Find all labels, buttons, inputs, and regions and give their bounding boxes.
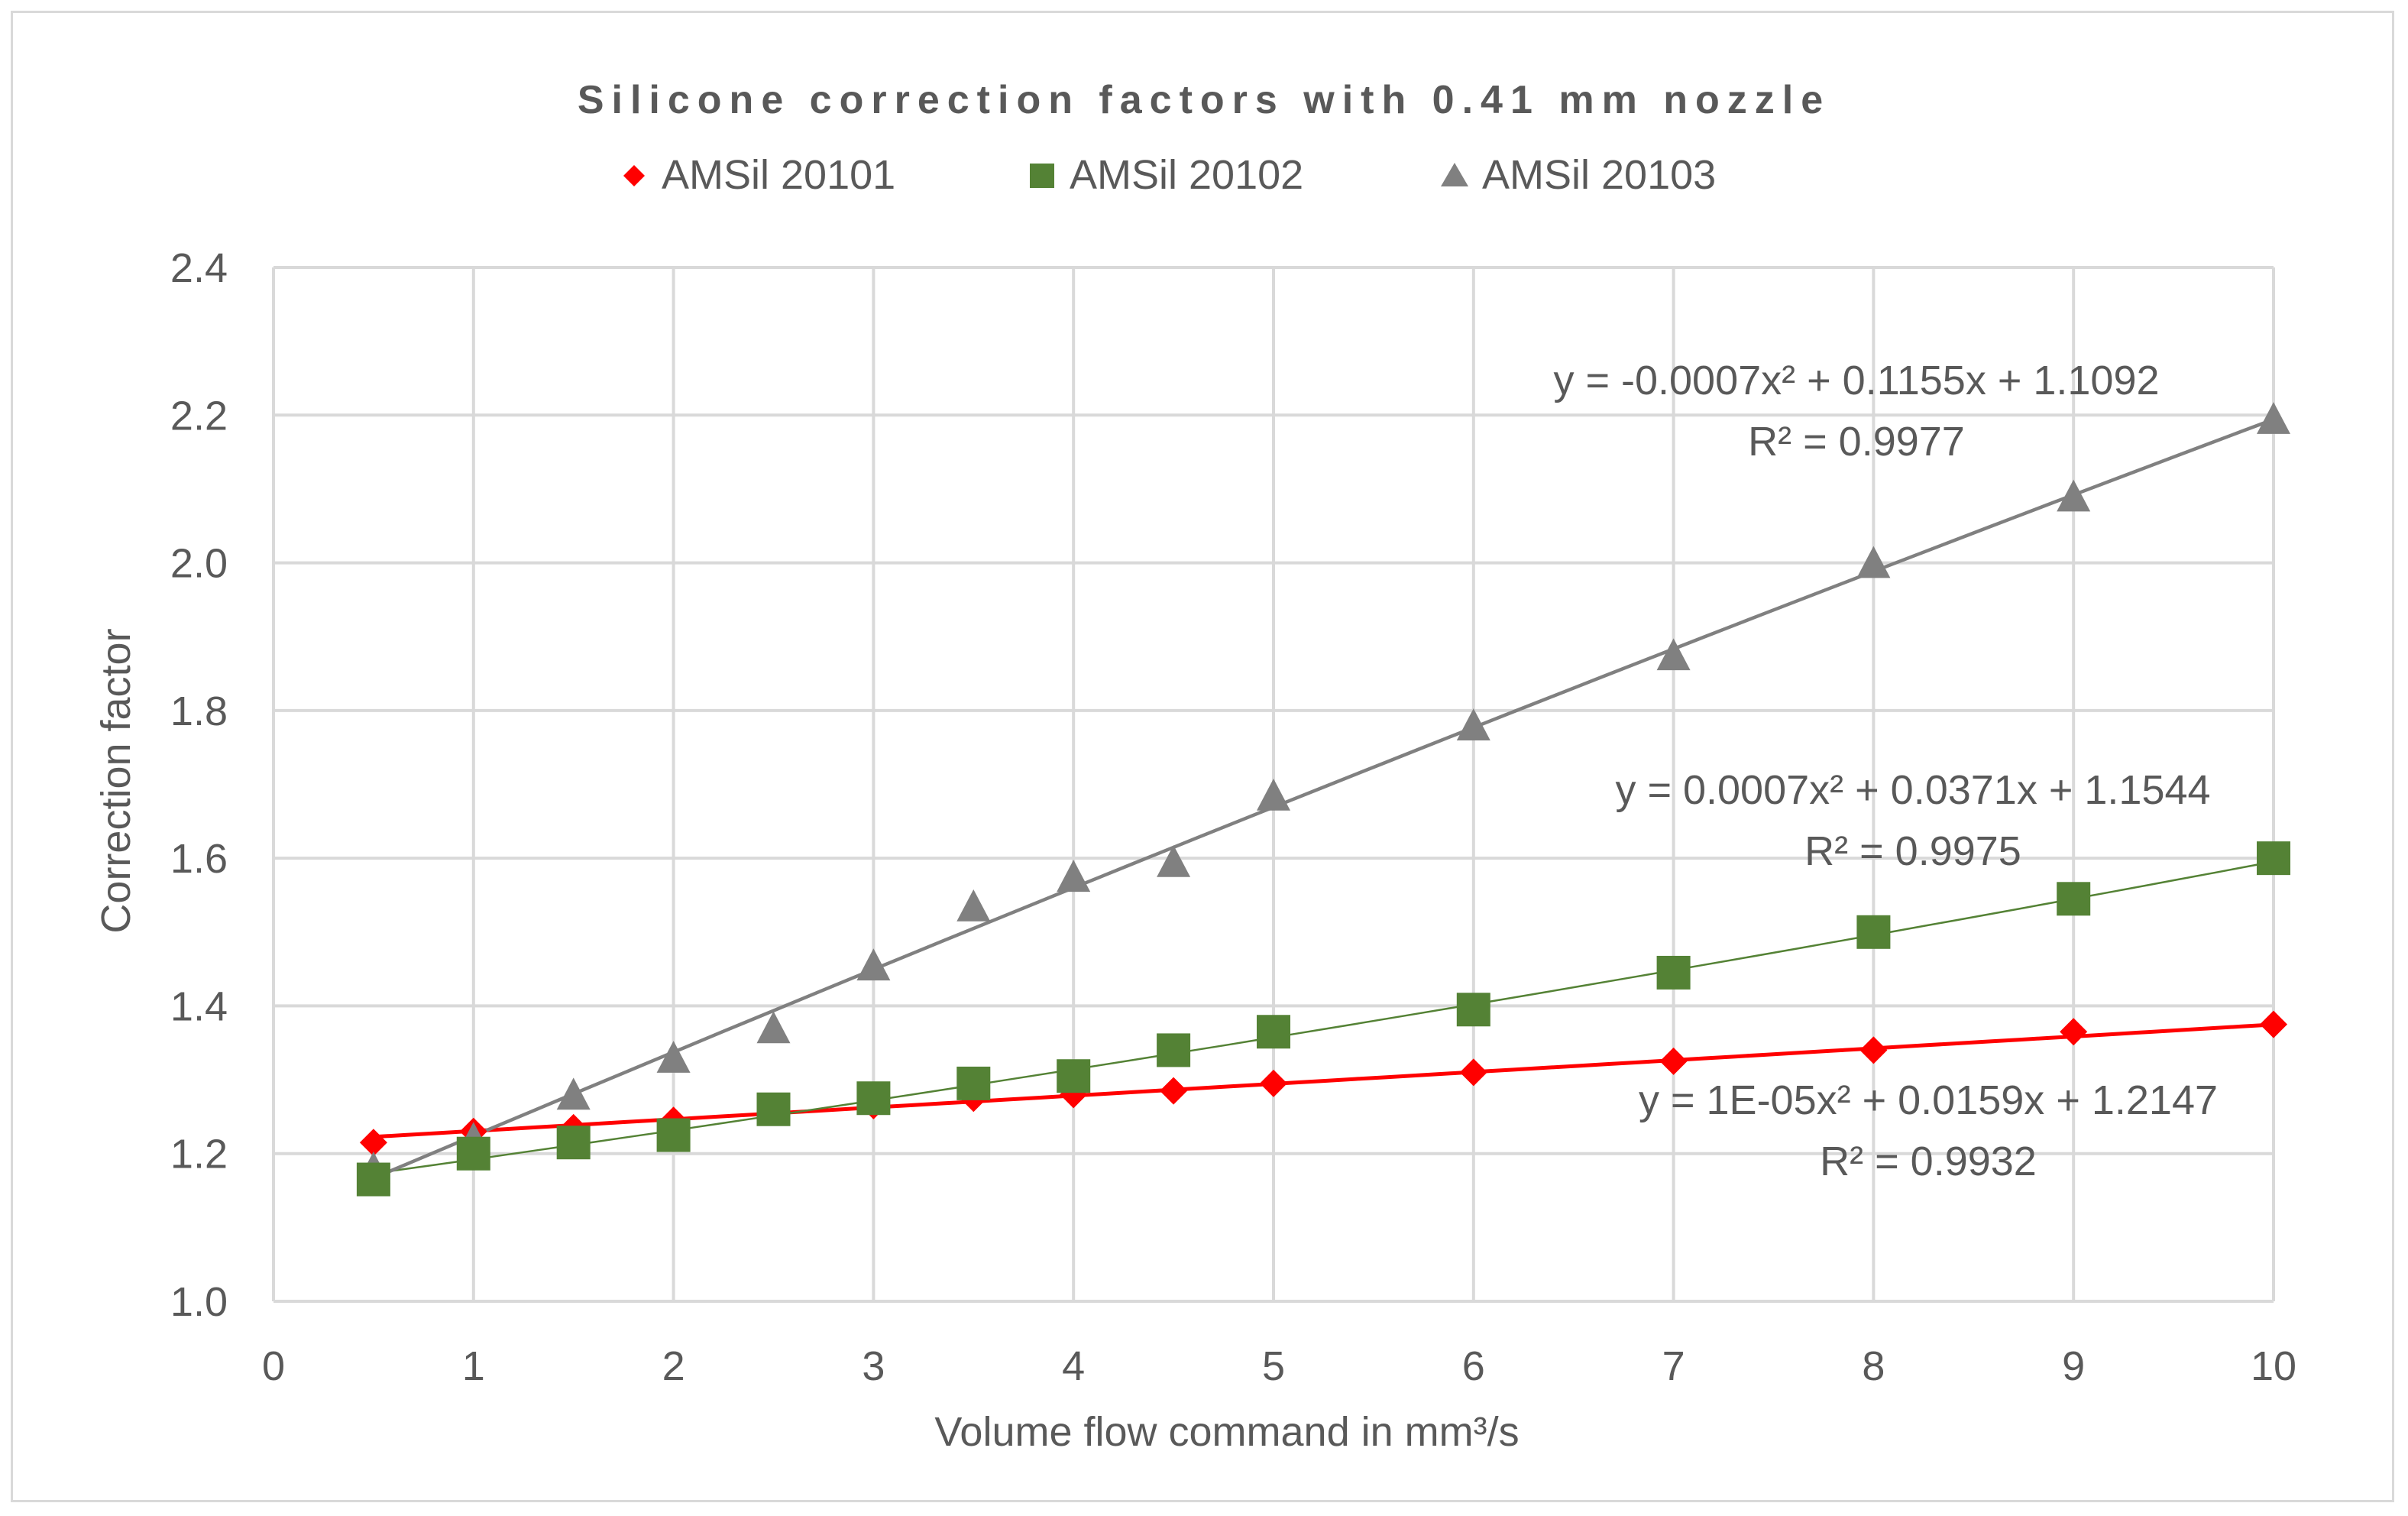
data-point-diamond: [1260, 1069, 1287, 1097]
chart-frame: [11, 11, 2394, 1502]
legend-item-amsil-20103: AMSil 20103: [1441, 152, 1716, 198]
data-points: [356, 402, 2290, 1197]
data-point-triangle: [1656, 638, 1691, 671]
data-point-diamond: [2060, 1018, 2088, 1046]
trendline-r2-amsil-20102: R² = 0.9975: [1804, 828, 2021, 874]
data-point-diamond: [1859, 1036, 1888, 1064]
y-tick-label: 1.6: [170, 836, 228, 882]
y-tick-label: 2.0: [170, 541, 228, 587]
legend-label-amsil-20102: AMSil 20102: [1070, 152, 1303, 198]
legend-marker-triangle: [1441, 163, 1468, 186]
y-tick-label: 2.4: [170, 245, 228, 291]
data-point-triangle: [956, 889, 991, 922]
legend-marker-square: [1030, 164, 1054, 188]
y-tick-label: 1.2: [170, 1132, 228, 1177]
legend-label-amsil-20103: AMSil 20103: [1482, 152, 1716, 198]
data-point-triangle: [556, 1077, 591, 1110]
trendline-labels: y = -0.0007x² + 0.1155x + 1.1092 R² = 0.…: [1553, 358, 2218, 1184]
x-tick-label: 2: [662, 1343, 685, 1389]
data-point-triangle: [856, 948, 891, 981]
y-axis-label: Correction factor: [93, 628, 139, 933]
y-tick-label: 1.8: [170, 688, 228, 734]
data-point-square: [2057, 882, 2091, 916]
data-point-triangle: [2257, 402, 2290, 434]
data-point-square: [1856, 915, 1891, 949]
x-tick-label: 3: [862, 1343, 885, 1389]
data-point-square: [1257, 1015, 1290, 1049]
data-point-diamond: [1459, 1058, 1487, 1087]
data-point-triangle: [656, 1041, 691, 1073]
legend-label-amsil-20101: AMSil 20101: [662, 152, 895, 198]
legend: AMSil 20101 AMSil 20102 AMSil 20103: [623, 152, 1716, 198]
data-point-square: [756, 1092, 791, 1126]
trendline-equation-amsil-20103: y = -0.0007x² + 0.1155x + 1.1092: [1553, 358, 2159, 403]
legend-item-amsil-20101: AMSil 20101: [623, 152, 895, 198]
gridlines: [272, 266, 2275, 1303]
data-point-square: [556, 1126, 591, 1160]
y-axis-ticks: 1.0 1.2 1.4 1.6 1.8 2.0 2.2 2.4: [170, 245, 228, 1325]
data-point-triangle: [1456, 708, 1490, 740]
x-axis-ticks: 0 1 2 3 4 5 6 7 8 9 10: [262, 1343, 2296, 1389]
x-tick-label: 5: [1262, 1343, 1285, 1389]
x-tick-label: 10: [2251, 1343, 2296, 1389]
data-point-triangle: [756, 1011, 791, 1044]
data-point-square: [956, 1066, 991, 1100]
chart-title: Silicone correction factors with 0.41 mm…: [578, 78, 1830, 122]
legend-item-amsil-20102: AMSil 20102: [1030, 152, 1303, 198]
y-tick-label: 2.2: [170, 393, 228, 439]
data-point-triangle: [1157, 844, 1191, 877]
x-tick-label: 0: [262, 1343, 285, 1389]
data-point-square: [356, 1162, 390, 1197]
trendline-equation-amsil-20101: y = 1E-05x² + 0.0159x + 1.2147: [1639, 1077, 2218, 1123]
data-point-triangle: [1257, 778, 1290, 811]
x-tick-label: 1: [462, 1343, 485, 1389]
data-point-diamond: [2260, 1010, 2287, 1038]
data-point-triangle: [1057, 860, 1091, 892]
data-point-square: [2257, 841, 2290, 876]
data-point-square: [1656, 955, 1691, 990]
x-tick-label: 7: [1662, 1343, 1685, 1389]
data-point-square: [1456, 993, 1490, 1027]
data-point-diamond: [359, 1129, 387, 1157]
trendline-r2-amsil-20101: R² = 0.9932: [1820, 1139, 2037, 1184]
x-tick-label: 9: [2062, 1343, 2085, 1389]
data-point-square: [656, 1118, 691, 1152]
x-tick-label: 6: [1462, 1343, 1485, 1389]
x-axis-label: Volume flow command in mm³/s: [934, 1409, 1519, 1455]
data-point-square: [856, 1081, 891, 1116]
data-point-diamond: [1160, 1077, 1188, 1105]
y-tick-label: 1.4: [170, 983, 228, 1029]
trendline-amsil-20101: [373, 1022, 2274, 1139]
trendline-amsil-20103: [373, 417, 2274, 1180]
trendline-r2-amsil-20103: R² = 0.9977: [1748, 419, 1965, 465]
x-tick-label: 8: [1862, 1343, 1885, 1389]
data-point-triangle: [1856, 546, 1891, 578]
data-point-square: [456, 1136, 490, 1171]
data-point-square: [1157, 1033, 1191, 1067]
legend-marker-diamond: [623, 165, 645, 186]
data-point-diamond: [1659, 1047, 1688, 1075]
x-tick-label: 4: [1062, 1343, 1085, 1389]
data-point-square: [1057, 1059, 1091, 1093]
data-point-triangle: [2057, 479, 2091, 512]
y-tick-label: 1.0: [170, 1279, 228, 1325]
trendline-equation-amsil-20102: y = 0.0007x² + 0.0371x + 1.1544: [1615, 767, 2210, 813]
